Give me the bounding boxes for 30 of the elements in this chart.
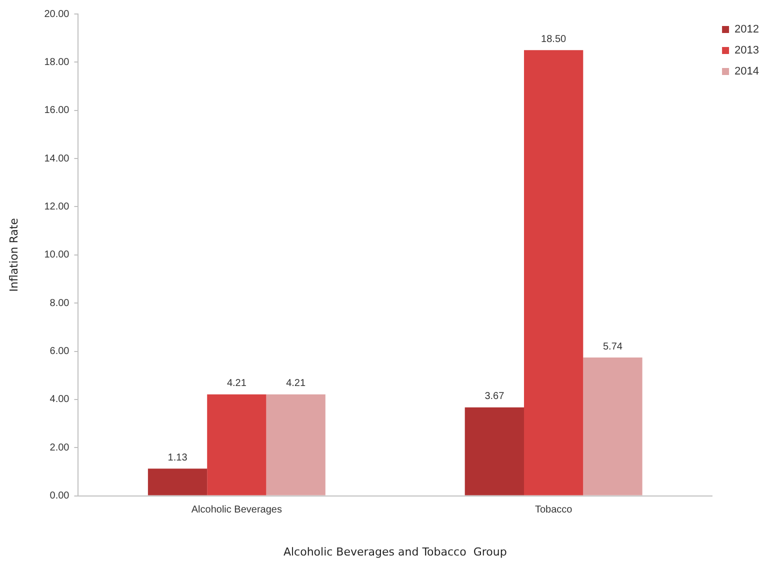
data-label: 18.50 [541,34,567,45]
legend-label: 2012 [734,24,760,36]
y-tick-label: 16.00 [44,105,70,116]
x-axis-title: Alcoholic Beverages and Tobacco Group [283,545,507,558]
y-tick-label: 4.00 [50,394,70,406]
y-tick-label: 6.00 [50,346,70,358]
legend-label: 2014 [734,66,760,78]
data-label: 5.74 [603,341,623,352]
y-tick-label: 18.00 [44,56,70,68]
y-tick-label: 0.00 [50,490,70,502]
bar [207,394,266,496]
bar [266,394,326,496]
bar [583,358,642,496]
y-tick-label: 14.00 [44,153,70,164]
bar [524,50,584,496]
data-label: 1.13 [168,452,188,464]
y-tick-label: 10.00 [44,250,70,261]
bar [464,407,524,496]
data-label: 4.21 [226,378,247,390]
y-tick-label: 8.00 [50,298,70,309]
y-tick-label: 12.00 [44,201,70,212]
data-label: 4.21 [286,378,306,390]
bar [148,468,208,496]
legend-label: 2013 [734,44,760,57]
y-axis-title: Inflation Rate [7,218,20,292]
y-tick-label: 20.00 [44,8,70,20]
x-tick-label: Tobacco [534,504,573,516]
y-tick-label: 2.00 [50,442,70,454]
data-label: 3.67 [484,391,505,402]
x-tick-label: Alcoholic Beverages [191,504,282,516]
